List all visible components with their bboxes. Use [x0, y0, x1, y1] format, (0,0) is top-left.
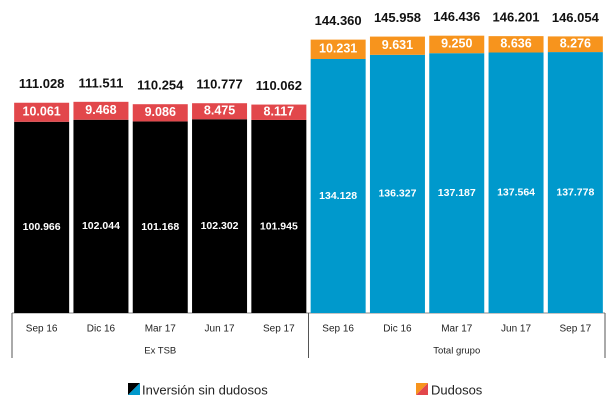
data-label: 8.117 [264, 105, 295, 119]
bar-segment [369, 36, 425, 55]
total-label: 145.958 [374, 10, 421, 25]
bar-segment [310, 39, 366, 59]
bar-segment [310, 58, 366, 313]
bar-segment [73, 119, 129, 313]
x-tick-label: Sep 16 [322, 324, 354, 335]
data-label: 10.231 [319, 42, 357, 56]
legend: Inversión sin dudosos Dudosos [128, 382, 483, 397]
bar-segment [429, 53, 485, 313]
data-label: 101.945 [260, 220, 298, 232]
total-label: 110.062 [256, 78, 302, 93]
bar-segment [547, 52, 603, 313]
group-label: Total grupo [433, 346, 480, 357]
bar-segment [132, 121, 188, 313]
legend-label: Inversión sin dudosos [142, 382, 268, 397]
data-label: 102.302 [201, 220, 239, 232]
data-label: 8.475 [204, 104, 235, 118]
x-tick-label: Sep 17 [559, 324, 591, 335]
bar-segment [547, 36, 603, 53]
data-label: 100.966 [23, 221, 61, 233]
bar-segment [369, 54, 425, 313]
x-tick-label: Dic 16 [87, 324, 116, 335]
x-tick-label: Mar 17 [145, 324, 177, 335]
x-tick-label: Sep 16 [26, 324, 58, 335]
x-tick-label: Sep 17 [263, 324, 295, 335]
total-label: 111.511 [79, 75, 124, 90]
total-label: 111.028 [19, 76, 65, 91]
group-label: Ex TSB [144, 346, 176, 357]
x-tick-label: Jun 17 [501, 324, 531, 335]
bar-segment [488, 52, 544, 314]
bar-segment [251, 119, 307, 314]
total-label: 146.436 [433, 9, 480, 24]
bar-segment [251, 104, 307, 120]
data-label: 9.631 [382, 38, 413, 52]
total-label: 110.777 [196, 77, 242, 92]
x-tick-label: Mar 17 [441, 324, 473, 335]
data-label: 136.327 [378, 188, 416, 200]
data-label: 9.086 [145, 105, 176, 119]
total-label: 146.054 [552, 10, 600, 25]
bar-segment [488, 36, 544, 53]
x-tick-label: Jun 17 [205, 324, 235, 335]
data-label: 8.636 [500, 37, 531, 51]
data-label: 8.276 [560, 37, 591, 51]
data-label: 101.168 [141, 221, 179, 233]
total-label: 110.254 [137, 78, 184, 93]
bar-segment [429, 35, 485, 54]
data-label: 137.778 [556, 186, 594, 198]
bar-segment [132, 104, 188, 122]
total-label: 144.360 [315, 13, 362, 28]
data-label: 137.564 [497, 187, 535, 199]
legend-icon [416, 383, 428, 395]
data-label: 102.044 [82, 220, 120, 232]
data-label: 137.187 [438, 187, 476, 199]
data-label: 9.250 [441, 37, 472, 51]
data-label: 10.061 [23, 105, 61, 119]
data-label: 134.128 [319, 190, 357, 202]
legend-icon [128, 383, 140, 395]
bar-segment [14, 121, 70, 313]
bar-segment [192, 103, 248, 120]
bar-segment [192, 119, 248, 313]
data-label: 9.468 [85, 103, 116, 117]
legend-label: Dudosos [431, 382, 483, 397]
x-tick-label: Dic 16 [383, 324, 412, 335]
bar-segment [14, 102, 70, 122]
bar-segment [73, 101, 129, 120]
total-label: 146.201 [493, 10, 540, 25]
